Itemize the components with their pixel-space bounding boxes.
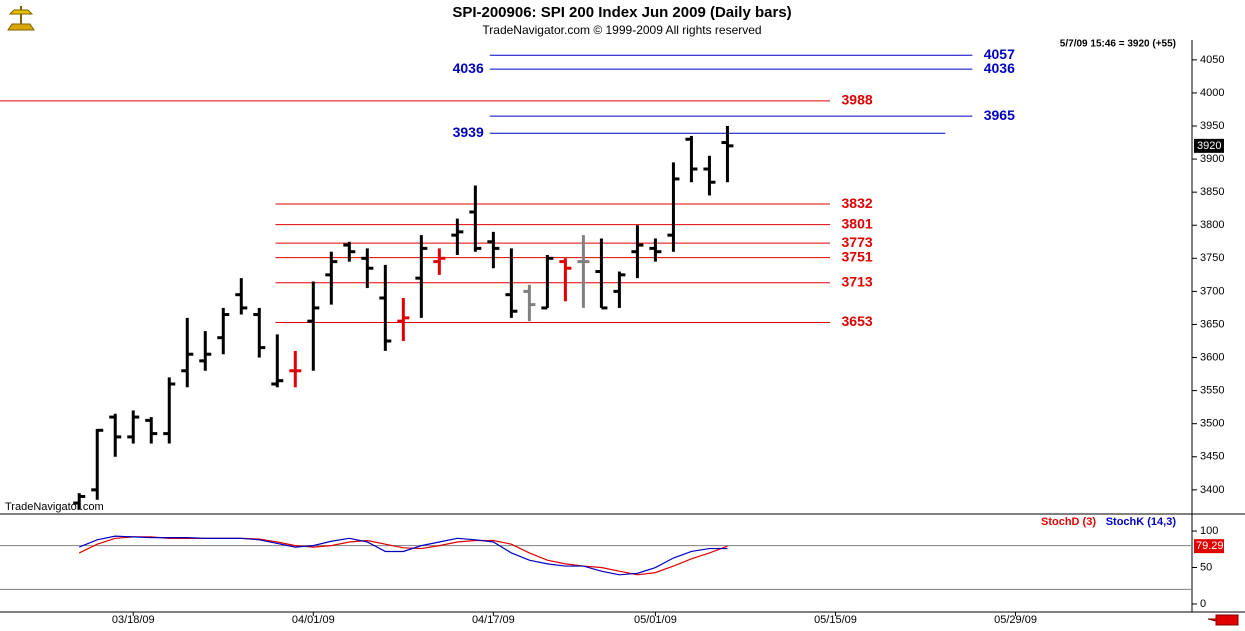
x-tick-label: 05/15/09 <box>814 614 857 626</box>
last-value-box <box>1194 539 1224 554</box>
y-tick-label: 3500 <box>1200 418 1224 430</box>
level-label: 3713 <box>842 273 873 289</box>
watermark: TradeNavigator.com <box>5 501 104 513</box>
x-tick-label: 04/01/09 <box>292 614 335 626</box>
level-label: 3988 <box>842 92 873 108</box>
y-tick-label: 3700 <box>1200 285 1224 297</box>
x-tick-label: 04/17/09 <box>472 614 515 626</box>
y-tick-label: 3400 <box>1200 484 1224 496</box>
y-tick-label: 3900 <box>1200 153 1224 165</box>
y-tick-label: 0 <box>1200 598 1206 610</box>
scroll-arrow[interactable] <box>1207 614 1239 626</box>
logo-icon <box>7 6 35 31</box>
last-value-label: 79.29 <box>1196 540 1224 552</box>
level-label: 3939 <box>453 124 484 140</box>
stoch-line <box>79 535 728 576</box>
level-label: 3832 <box>842 195 873 211</box>
y-tick-label: 3450 <box>1200 451 1224 463</box>
y-tick-label: 4050 <box>1200 54 1224 66</box>
quote: 5/7/09 15:46 = 3920 (+55) <box>1060 39 1176 50</box>
y-tick-label: 3650 <box>1200 318 1224 330</box>
y-tick-label: 4000 <box>1200 87 1224 99</box>
y-tick-label: 100 <box>1200 525 1218 537</box>
level-label: 3653 <box>842 313 873 329</box>
x-tick-label: 05/29/09 <box>994 614 1037 626</box>
y-tick-label: 3800 <box>1200 219 1224 231</box>
y-tick-label: 3750 <box>1200 252 1224 264</box>
y-tick-label: 3600 <box>1200 351 1224 363</box>
level-label: 3801 <box>842 215 873 231</box>
chart-subtitle: TradeNavigator.com © 1999-2009 All right… <box>482 23 761 37</box>
level-label: 3965 <box>984 107 1015 123</box>
y-tick-label: 3850 <box>1200 186 1224 198</box>
level-label: 3751 <box>842 248 873 264</box>
y-tick-label: 3950 <box>1200 120 1224 132</box>
legend-entry: StochD (3) <box>1041 516 1096 528</box>
level-label: 4036 <box>984 60 1015 76</box>
y-tick-label: 50 <box>1200 561 1212 573</box>
last-price-label: 3920 <box>1197 140 1221 152</box>
x-tick-label: 03/18/09 <box>112 614 155 626</box>
legend-entry: StochK (14,3) <box>1106 516 1177 528</box>
last-price-box <box>1194 138 1224 153</box>
level-label: 3773 <box>842 234 873 250</box>
chart-title: SPI-200906: SPI 200 Index Jun 2009 (Dail… <box>452 4 791 21</box>
level-label: 4057 <box>984 46 1015 62</box>
level-label: 4036 <box>453 60 484 76</box>
x-tick-label: 05/01/09 <box>634 614 677 626</box>
y-tick-label: 3550 <box>1200 385 1224 397</box>
stoch-line <box>78 536 728 576</box>
